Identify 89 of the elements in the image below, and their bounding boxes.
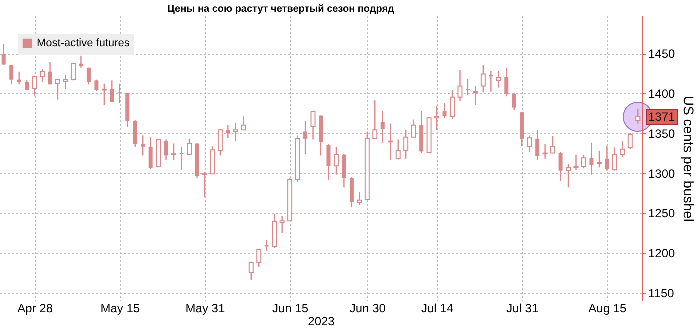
candlestick	[536, 130, 540, 162]
candlestick	[372, 100, 378, 140]
candlestick	[489, 70, 494, 92]
x-tick-label: Jun 15	[272, 302, 309, 316]
candlestick	[172, 143, 177, 162]
candlestick	[280, 216, 285, 234]
candlestick	[56, 78, 61, 100]
candlestick	[210, 146, 216, 175]
candlestick	[605, 146, 610, 172]
y-tick-label: 1150	[648, 286, 675, 301]
candlestick	[2, 43, 6, 66]
candlestick	[102, 83, 107, 106]
chart-title: Цены на сою растут четвертый сезон подряд	[168, 4, 396, 15]
candlestick	[256, 248, 262, 268]
candlestick	[233, 122, 238, 142]
candlestick	[63, 74, 68, 90]
candlestick	[32, 75, 38, 98]
candlestick	[504, 67, 509, 98]
candlestick	[527, 135, 532, 154]
candlestick	[411, 119, 416, 138]
candlestick	[241, 116, 246, 131]
x-tick-label: Jul 31	[506, 302, 539, 316]
y-axis-title: US cents per bushel	[681, 96, 698, 222]
candlestick	[70, 63, 76, 82]
x-tick-label: Jul 14	[422, 302, 454, 316]
y-tick-label: 1450	[648, 47, 676, 62]
candlestick	[404, 130, 409, 160]
candlestick	[636, 108, 641, 124]
candlestick	[566, 164, 572, 188]
candlestick	[512, 92, 516, 111]
candlestick	[388, 123, 394, 162]
candlestick	[596, 150, 602, 168]
candlestick	[434, 106, 440, 131]
y-tick-label: 1350	[648, 126, 676, 141]
candlestick	[334, 146, 339, 176]
candlestick	[141, 135, 146, 156]
candlestick	[148, 136, 153, 170]
y-tick-label: 1300	[648, 166, 676, 181]
candlestick	[304, 120, 308, 155]
candlestick	[380, 110, 385, 144]
candlestick	[226, 124, 230, 139]
x-tick-label: Jun 30	[350, 302, 386, 316]
candlestick	[264, 240, 269, 252]
candlestick	[496, 70, 502, 88]
text: 1371	[646, 108, 678, 125]
x-tick-label: May 15	[100, 302, 140, 316]
candlestick	[48, 62, 52, 86]
candlestick	[396, 139, 401, 160]
candlestick	[79, 55, 84, 68]
candlestick	[350, 176, 354, 208]
y-tick-label: 1250	[648, 206, 676, 221]
candlestick	[110, 80, 114, 103]
candlestick	[473, 86, 478, 106]
candlestick	[86, 67, 91, 86]
candlestick	[620, 140, 626, 158]
candlestick	[248, 261, 254, 281]
candlestick	[558, 152, 563, 182]
candlestick	[458, 70, 463, 102]
candlestick	[342, 154, 346, 188]
x-tick-label: Apr 28	[18, 302, 54, 316]
candlestick	[164, 139, 168, 162]
candlestick	[40, 68, 46, 83]
candlestick	[550, 136, 556, 154]
candlestick	[480, 64, 486, 94]
candlestick	[202, 172, 208, 198]
candlestick	[218, 128, 223, 156]
candlestick	[612, 147, 618, 172]
candlestick	[10, 64, 14, 86]
candlestick	[581, 154, 586, 170]
candlestick	[542, 144, 548, 160]
candlestick	[133, 120, 138, 148]
candlestick	[357, 192, 362, 206]
y-tick-label: 1400	[648, 86, 676, 101]
y-tick-label: 1200	[648, 246, 676, 261]
candlestick	[442, 102, 447, 119]
candlestick	[326, 144, 331, 182]
candlestick	[574, 154, 579, 171]
candlestick	[17, 71, 22, 86]
candlestick	[628, 132, 633, 150]
candlestick	[450, 90, 455, 120]
x-axis-title: 2023	[308, 314, 336, 328]
legend-label: Most-active futures	[37, 38, 130, 50]
candlestick	[590, 142, 594, 176]
candlestick	[187, 138, 192, 156]
x-tick-label: Aug 15	[588, 302, 628, 316]
candlestick	[94, 79, 99, 92]
candlestick	[310, 110, 316, 140]
x-tick-label: May 31	[186, 302, 226, 316]
candlestick	[118, 83, 122, 104]
